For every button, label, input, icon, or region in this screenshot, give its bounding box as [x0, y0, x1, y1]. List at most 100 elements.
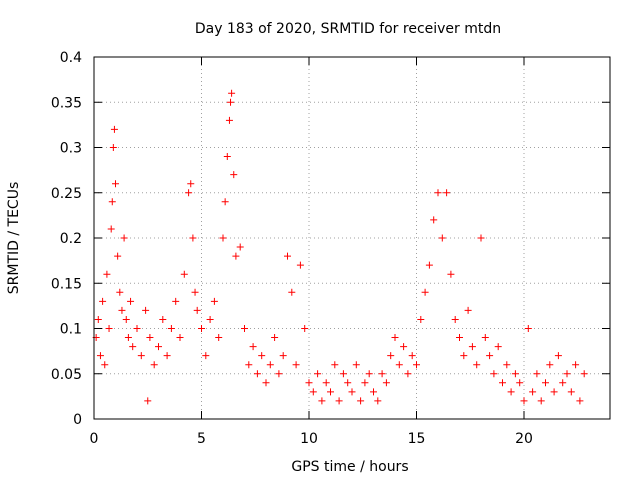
data-point: [118, 306, 126, 314]
data-point: [176, 334, 184, 342]
data-point: [292, 361, 300, 369]
data-point: [228, 89, 236, 97]
data-point: [221, 198, 229, 206]
data-point: [230, 171, 238, 179]
data-point: [288, 288, 296, 296]
data-point: [150, 361, 158, 369]
data-point: [365, 370, 373, 378]
data-point: [163, 352, 171, 360]
data-point: [155, 343, 162, 351]
data-point: [236, 243, 244, 251]
data-point: [477, 234, 485, 242]
data-point: [318, 397, 326, 405]
data-point: [572, 361, 580, 369]
data-point: [279, 352, 287, 360]
data-point: [94, 315, 102, 323]
data-point: [96, 352, 104, 360]
data-point: [127, 297, 135, 305]
data-point: [137, 352, 145, 360]
x-tick-label: 15: [408, 431, 426, 447]
data-point: [395, 361, 403, 369]
data-point: [382, 379, 390, 387]
y-tick-label: 0.4: [60, 50, 82, 66]
data-point: [191, 288, 199, 296]
data-point: [215, 334, 223, 342]
data-point: [339, 370, 347, 378]
data-point: [101, 361, 109, 369]
data-point: [116, 288, 124, 296]
data-point: [172, 297, 180, 305]
data-point: [202, 352, 210, 360]
data-point: [473, 361, 481, 369]
data-point: [187, 180, 195, 188]
data-point: [193, 306, 201, 314]
data-point: [271, 334, 279, 342]
y-tick-label: 0.15: [51, 276, 82, 292]
data-point: [344, 379, 352, 387]
x-tick-label: 5: [197, 431, 206, 447]
grid: [94, 57, 610, 419]
data-point: [284, 252, 291, 260]
data-point: [357, 397, 365, 405]
data-point: [241, 325, 248, 332]
data-point: [232, 252, 240, 260]
data-point: [447, 270, 455, 278]
data-point: [189, 234, 197, 242]
data-point: [511, 370, 519, 378]
data-point: [167, 325, 175, 332]
data-point: [554, 352, 562, 360]
data-point: [301, 325, 309, 332]
x-tick-label: 10: [300, 431, 318, 447]
data-point: [494, 343, 502, 351]
data-point: [524, 325, 532, 332]
data-point: [468, 343, 476, 351]
data-point: [99, 297, 107, 305]
data-point: [225, 116, 233, 124]
data-point: [348, 388, 356, 396]
data-point: [361, 379, 369, 387]
data-point: [253, 370, 261, 378]
y-tick-label: 0: [73, 412, 82, 428]
data-point: [322, 379, 330, 387]
data-point: [159, 315, 167, 323]
chart-title: Day 183 of 2020, SRMTID for receiver mtd…: [195, 21, 501, 37]
data-point: [370, 388, 377, 396]
data-point: [520, 397, 528, 405]
data-point: [438, 234, 446, 242]
x-axis-label: GPS time / hours: [291, 459, 408, 475]
data-point: [206, 315, 214, 323]
data-point: [400, 343, 408, 351]
data-point: [185, 189, 193, 197]
data-point: [245, 361, 253, 369]
data-point: [460, 352, 468, 360]
data-point: [198, 325, 205, 332]
data-point: [275, 370, 283, 378]
data-point: [219, 234, 227, 242]
data-point: [142, 306, 150, 314]
data-point: [105, 325, 113, 332]
data-point: [443, 189, 451, 197]
data-point: [258, 352, 266, 360]
y-tick-label: 0.25: [51, 186, 82, 202]
data-point: [210, 297, 218, 305]
data-point: [503, 361, 511, 369]
data-point: [537, 397, 545, 405]
data-point: [327, 388, 334, 396]
data-point: [425, 261, 433, 269]
data-point: [109, 144, 117, 151]
data-point: [112, 180, 119, 188]
y-tick-label: 0.2: [60, 231, 82, 247]
data-point: [352, 361, 360, 369]
data-point: [391, 334, 399, 342]
data-point: [417, 315, 425, 323]
data-point: [550, 388, 558, 396]
y-tick-label: 0.35: [51, 95, 82, 111]
data-point: [434, 189, 442, 197]
data-point: [546, 361, 554, 369]
data-point: [567, 388, 575, 396]
data-point: [529, 388, 537, 396]
data-points: [92, 89, 588, 405]
y-tick-label: 0.3: [60, 141, 82, 157]
